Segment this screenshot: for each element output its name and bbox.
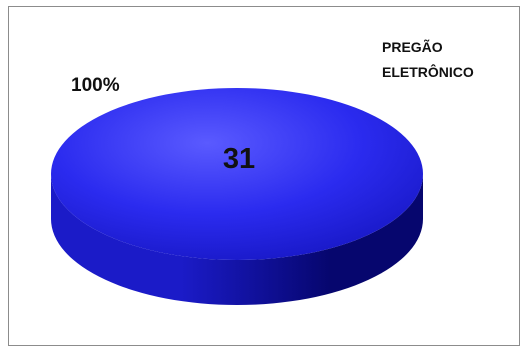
pie-slice-side: [51, 174, 423, 305]
legend-entry-line2: ELETRÔNICO: [382, 64, 474, 80]
pie-chart: [51, 88, 423, 305]
legend: PREGÃO ELETRÔNICO: [382, 35, 512, 85]
chart-frame: 100% 31 PREGÃO ELETRÔNICO: [8, 6, 520, 346]
slice-value-label: 31: [222, 143, 256, 175]
legend-entry-line1: PREGÃO: [382, 39, 443, 55]
pie-slice-top: [51, 88, 423, 260]
slice-percent-label: 100%: [71, 75, 120, 96]
